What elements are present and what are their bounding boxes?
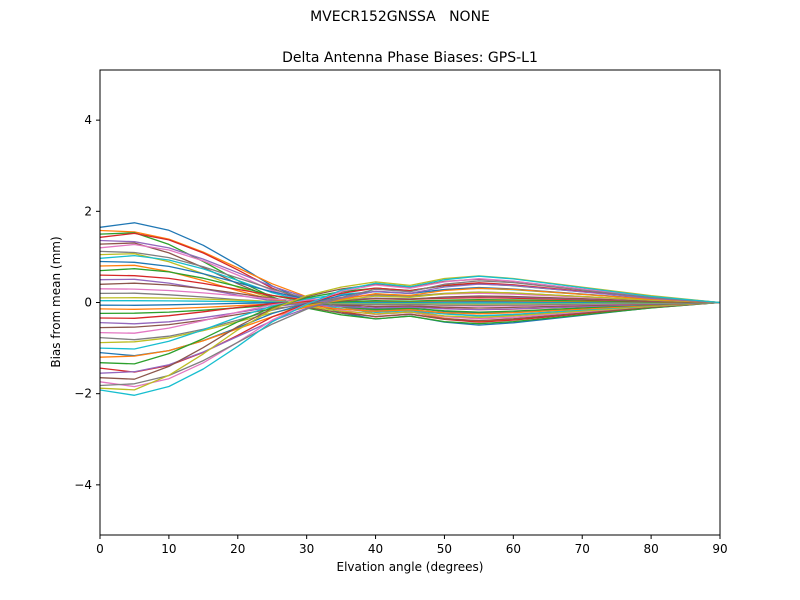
x-tick-label: 60: [506, 542, 521, 556]
figure-title: MVECR152GNSSA NONE: [310, 9, 490, 25]
x-tick-label: 40: [368, 542, 383, 556]
axes-title: Delta Antenna Phase Biases: GPS-L1: [282, 50, 538, 66]
series-line: [100, 292, 720, 306]
series-line: [100, 278, 720, 311]
y-axis-label: Bias from mean (mm): [49, 236, 63, 368]
series-line: [100, 253, 720, 318]
series-line: [100, 222, 720, 326]
series-line: [100, 282, 720, 309]
y-tick-label: −2: [74, 387, 92, 401]
y-tick-label: 4: [84, 113, 92, 127]
y-tick-label: −4: [74, 478, 92, 492]
series-line: [100, 283, 720, 374]
x-tick-label: 10: [161, 542, 176, 556]
x-tick-label: 90: [712, 542, 727, 556]
x-axis-label: Elvation angle (degrees): [336, 560, 484, 574]
series-line: [100, 264, 720, 315]
series-line: [100, 280, 720, 387]
x-tick-label: 20: [230, 542, 245, 556]
x-tick-label: 70: [575, 542, 590, 556]
series-line: [100, 295, 720, 329]
series-line: [100, 299, 720, 315]
x-tick-label: 30: [299, 542, 314, 556]
y-tick-label: 2: [84, 204, 92, 218]
series-line: [100, 300, 720, 304]
series-line: [100, 268, 720, 313]
series-lines: [100, 222, 720, 396]
x-tick-label: 0: [96, 542, 104, 556]
x-tick-label: 80: [643, 542, 658, 556]
series-line: [100, 278, 720, 388]
y-tick-label: 0: [84, 296, 92, 310]
series-line: [100, 291, 720, 344]
series-line: [100, 275, 720, 396]
x-tick-label: 50: [437, 542, 452, 556]
series-line: [100, 242, 720, 322]
